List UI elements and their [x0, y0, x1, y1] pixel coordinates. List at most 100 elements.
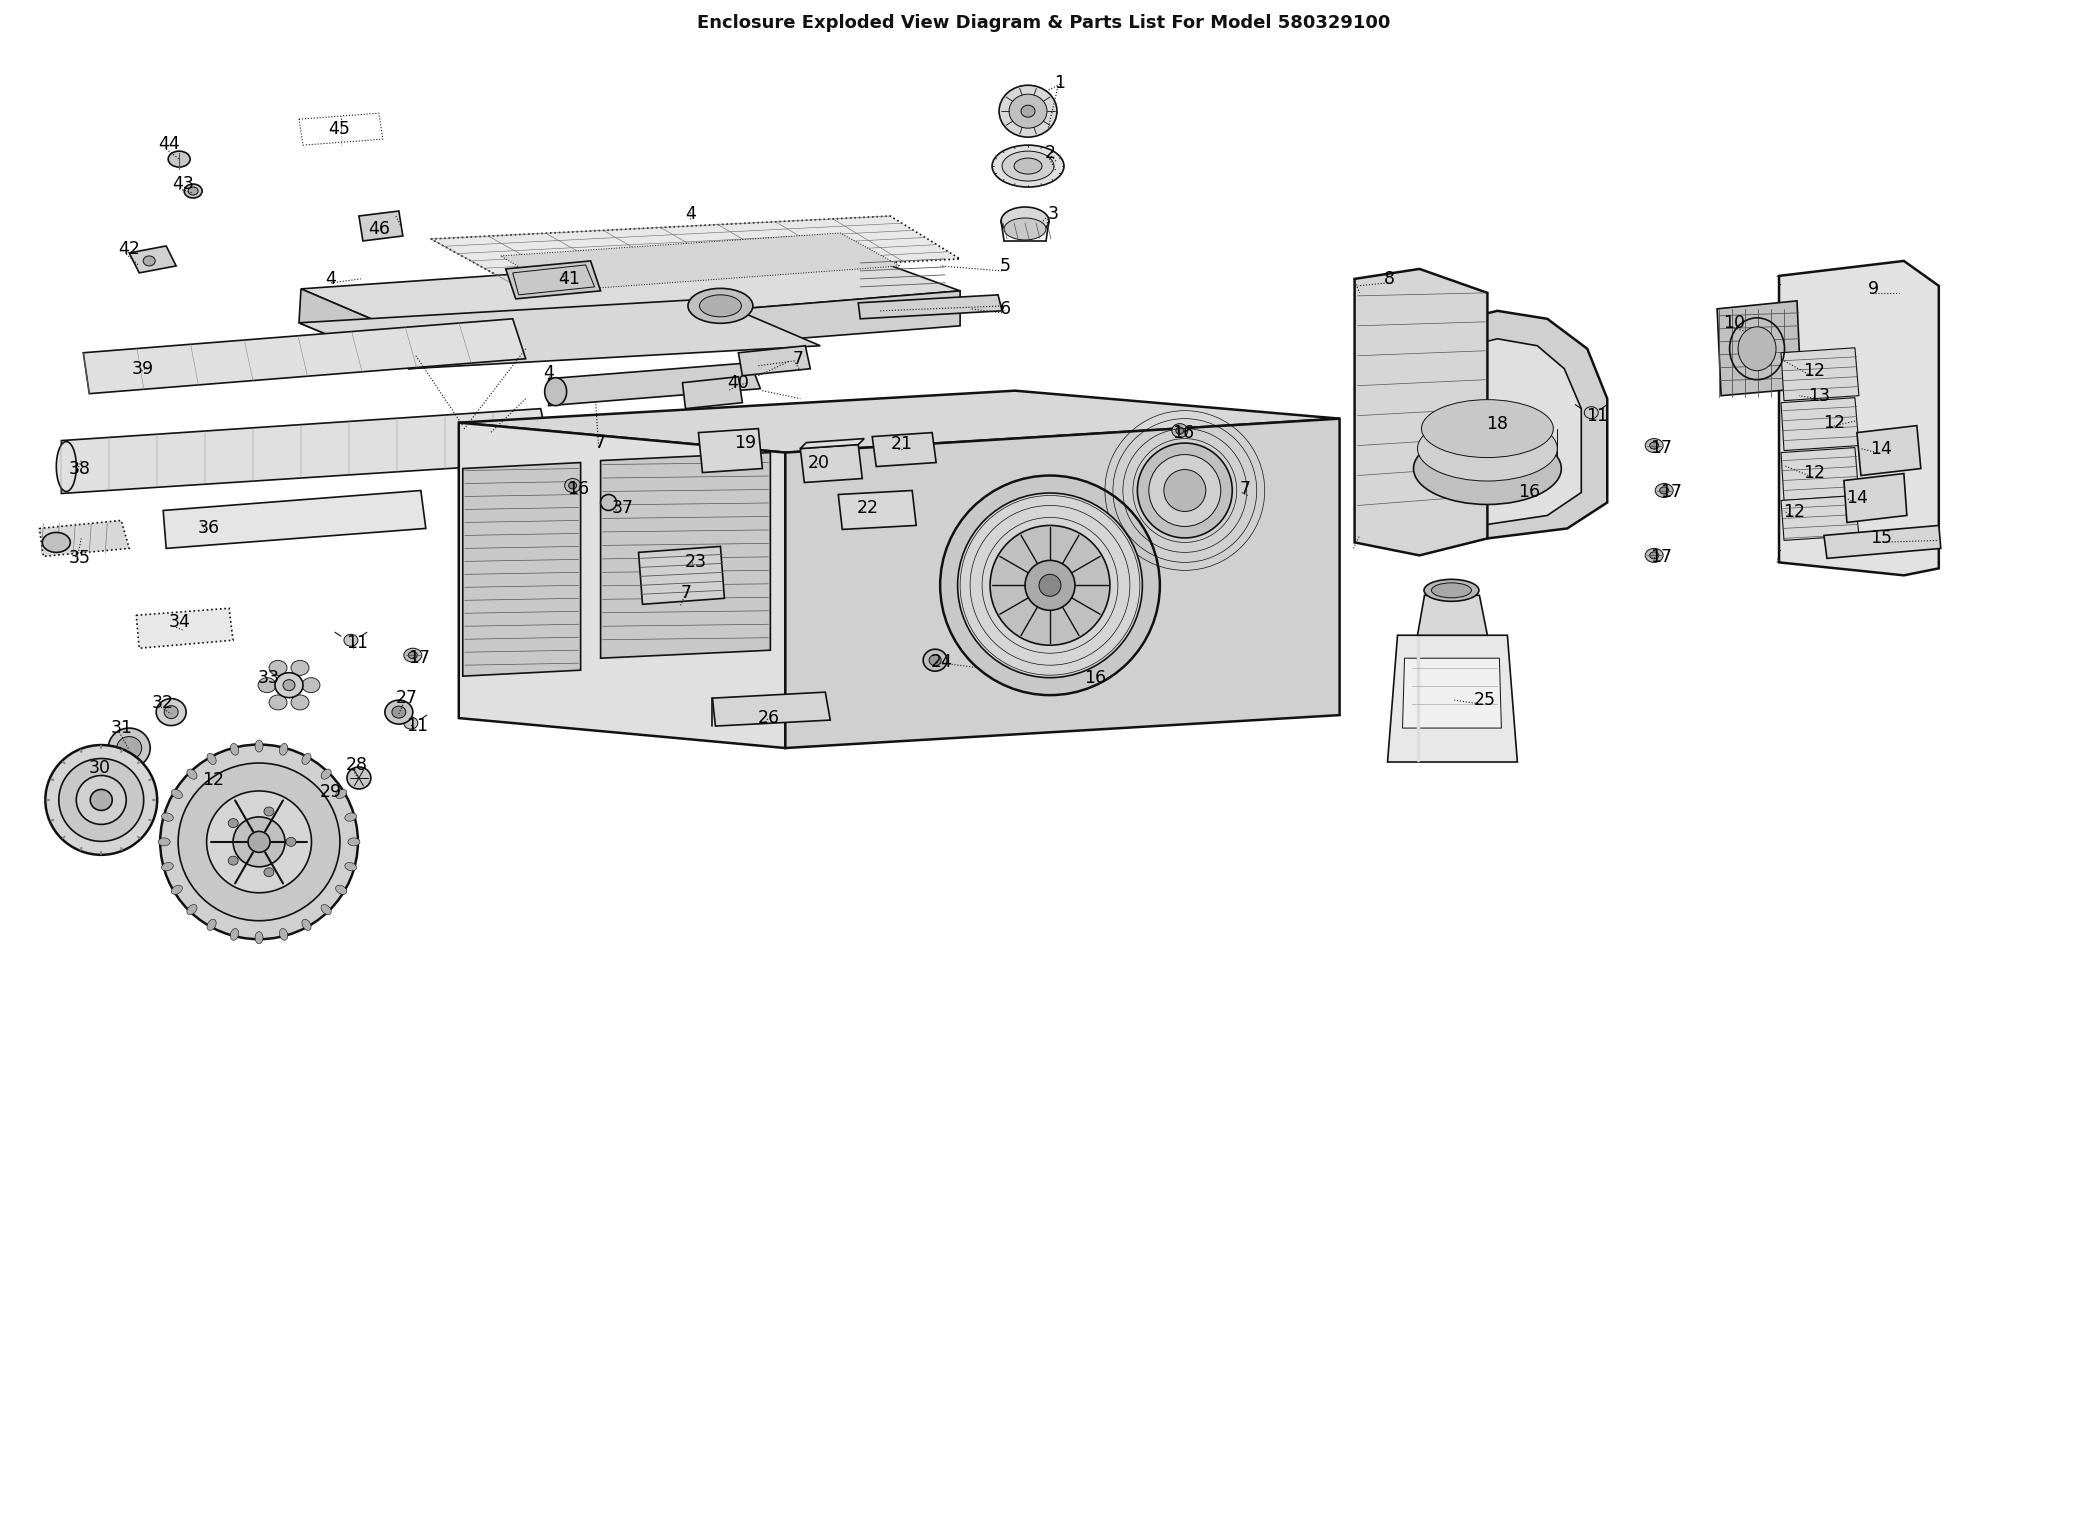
Text: 4: 4 — [543, 364, 553, 382]
Ellipse shape — [929, 654, 942, 665]
Text: 16: 16 — [568, 479, 589, 498]
Ellipse shape — [46, 745, 157, 856]
Text: 11: 11 — [405, 717, 428, 736]
Text: 22: 22 — [858, 499, 879, 518]
Polygon shape — [800, 439, 864, 449]
Text: 37: 37 — [612, 499, 633, 518]
Polygon shape — [136, 608, 234, 648]
Ellipse shape — [284, 679, 294, 691]
Text: 36: 36 — [198, 519, 219, 538]
Polygon shape — [129, 246, 175, 273]
Text: 1: 1 — [1054, 74, 1065, 92]
Polygon shape — [459, 390, 1340, 453]
Text: 7: 7 — [1240, 479, 1251, 498]
Text: 38: 38 — [69, 459, 90, 478]
Polygon shape — [1779, 261, 1940, 576]
Polygon shape — [1781, 447, 1858, 501]
Text: 20: 20 — [808, 453, 829, 472]
Polygon shape — [837, 490, 917, 530]
Ellipse shape — [1645, 548, 1664, 562]
Ellipse shape — [276, 673, 303, 697]
Text: 41: 41 — [557, 270, 580, 287]
Ellipse shape — [1660, 487, 1668, 495]
Polygon shape — [1389, 636, 1518, 762]
Text: 33: 33 — [259, 670, 280, 687]
Polygon shape — [163, 490, 426, 548]
Polygon shape — [858, 295, 1002, 319]
Ellipse shape — [1585, 407, 1597, 419]
Ellipse shape — [384, 700, 413, 723]
Ellipse shape — [923, 650, 948, 671]
Ellipse shape — [1009, 94, 1046, 127]
Polygon shape — [301, 250, 960, 336]
Polygon shape — [359, 210, 403, 241]
Text: 8: 8 — [1384, 270, 1395, 287]
Text: 2: 2 — [1044, 144, 1057, 163]
Ellipse shape — [228, 856, 238, 865]
Text: 7: 7 — [681, 584, 691, 602]
Ellipse shape — [1015, 158, 1042, 174]
Text: 28: 28 — [347, 756, 367, 774]
Ellipse shape — [58, 759, 144, 842]
Ellipse shape — [263, 868, 274, 877]
Ellipse shape — [345, 634, 357, 647]
Ellipse shape — [336, 790, 347, 799]
Ellipse shape — [1171, 424, 1188, 438]
Polygon shape — [299, 289, 411, 369]
Polygon shape — [61, 409, 549, 493]
Ellipse shape — [322, 905, 332, 915]
Ellipse shape — [992, 144, 1065, 187]
Ellipse shape — [286, 837, 296, 846]
Ellipse shape — [280, 743, 288, 756]
Ellipse shape — [207, 783, 226, 800]
Text: 16: 16 — [1171, 424, 1194, 442]
Ellipse shape — [1650, 551, 1658, 559]
Ellipse shape — [159, 837, 169, 846]
Text: 27: 27 — [397, 690, 418, 707]
Polygon shape — [639, 547, 725, 604]
Polygon shape — [40, 521, 129, 556]
Ellipse shape — [1088, 671, 1096, 679]
Text: 18: 18 — [1487, 415, 1508, 433]
Polygon shape — [1781, 398, 1858, 450]
Ellipse shape — [109, 728, 150, 768]
Text: 29: 29 — [319, 783, 342, 800]
Ellipse shape — [263, 806, 274, 816]
Polygon shape — [683, 376, 743, 409]
Ellipse shape — [1650, 442, 1658, 449]
Polygon shape — [1395, 339, 1581, 524]
Ellipse shape — [230, 743, 238, 756]
Text: 16: 16 — [1518, 484, 1541, 501]
Ellipse shape — [1418, 416, 1558, 481]
Text: 5: 5 — [1000, 257, 1011, 275]
Ellipse shape — [1021, 104, 1036, 117]
Ellipse shape — [303, 753, 311, 765]
Polygon shape — [464, 462, 580, 676]
Polygon shape — [1825, 525, 1942, 559]
Ellipse shape — [186, 770, 196, 779]
Ellipse shape — [269, 660, 286, 676]
Ellipse shape — [1414, 433, 1562, 504]
Ellipse shape — [161, 813, 173, 822]
Polygon shape — [1781, 347, 1858, 401]
Ellipse shape — [165, 705, 177, 719]
Ellipse shape — [1163, 470, 1205, 511]
Polygon shape — [712, 693, 831, 727]
Polygon shape — [430, 217, 960, 283]
Polygon shape — [1844, 473, 1906, 522]
Polygon shape — [299, 300, 821, 369]
Text: 4: 4 — [326, 270, 336, 287]
Text: 12: 12 — [1802, 361, 1825, 379]
Ellipse shape — [161, 863, 173, 871]
Ellipse shape — [1176, 427, 1184, 435]
Text: 19: 19 — [735, 433, 756, 452]
Text: 12: 12 — [1802, 464, 1825, 481]
Text: 34: 34 — [169, 613, 190, 631]
Ellipse shape — [77, 776, 125, 825]
Polygon shape — [1403, 659, 1501, 728]
Polygon shape — [800, 444, 862, 482]
Text: 24: 24 — [931, 653, 952, 671]
Ellipse shape — [1000, 207, 1048, 235]
Ellipse shape — [177, 763, 340, 920]
Text: 3: 3 — [1048, 204, 1059, 223]
